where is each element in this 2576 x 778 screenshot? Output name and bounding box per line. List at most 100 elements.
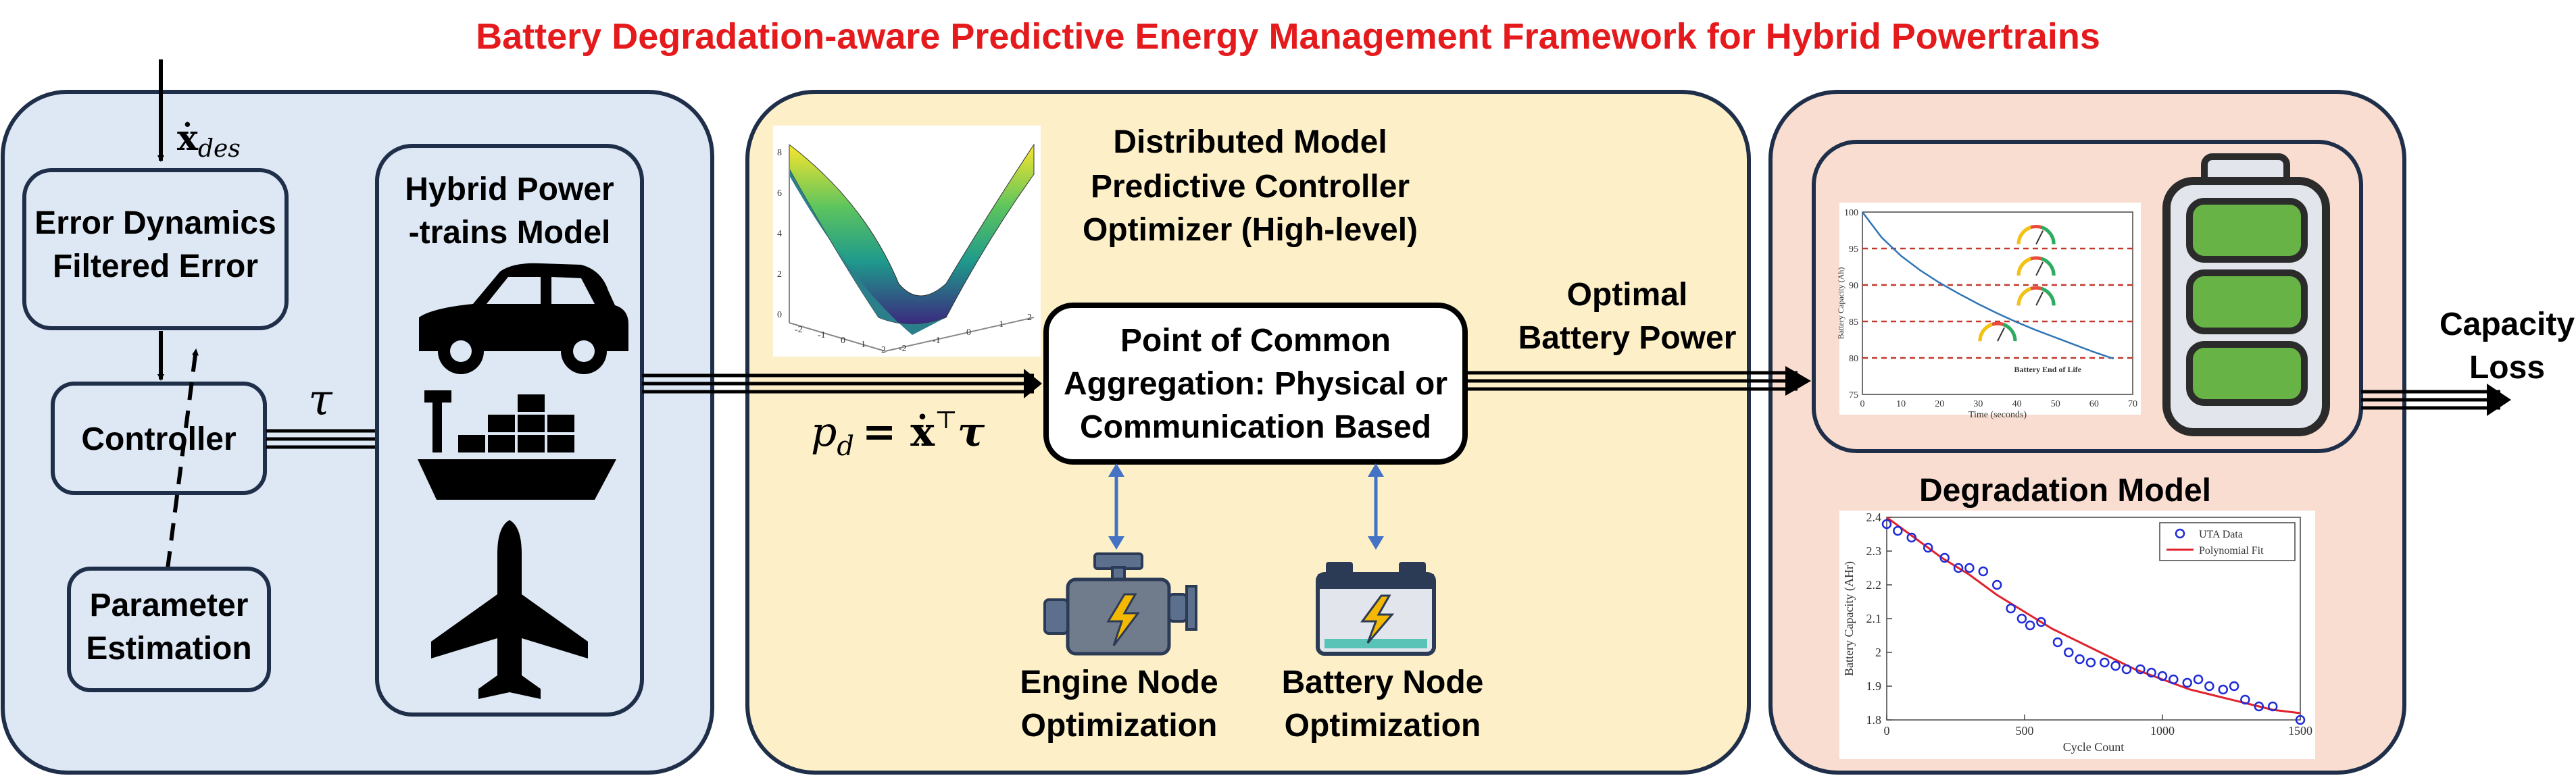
uta-data-point [2121, 664, 2132, 675]
dmpc-title-line1: Distributed Model [1113, 124, 1387, 160]
uta-data-point [1991, 579, 2002, 590]
surface-tick: -2 [795, 325, 803, 335]
uta-data-point [2052, 637, 2063, 648]
gauge-icon [2041, 226, 2056, 244]
surface-tick: 0 [777, 310, 782, 320]
uta-data-point [1906, 532, 1916, 543]
degradation-model-title: Degradation Model [1919, 473, 2211, 509]
chart1-xtick-label: 50 [2051, 399, 2060, 409]
optimal-power-line1: Optimal [1567, 277, 1688, 313]
uta-data-point [1978, 566, 1989, 577]
chart1-ytick-label: 85 [1849, 317, 1858, 328]
chart2-ytick-label: 2.2 [1866, 578, 1882, 592]
uta-data-point [2240, 694, 2250, 705]
uta-data-point [2025, 620, 2035, 631]
uta-data-point [2075, 654, 2085, 665]
desired-state-label: ẋdes [177, 118, 241, 163]
legend-label-fit: Polynomial Fit [2199, 545, 2264, 556]
surface-tick: 8 [777, 148, 782, 158]
chart2-xtick-label: 1000 [2150, 724, 2175, 737]
legend-marker-uta [2175, 528, 2185, 539]
uta-data-point [2157, 671, 2168, 681]
chart2-xlabel: Cycle Count [2063, 740, 2125, 754]
chart1-axes-frame [1862, 211, 2133, 395]
gauge-icon [2016, 226, 2032, 244]
degradation-chart: 1.8 1.9 2 2.1 2.2 2.3 2.4 0 500 1000 1500 Cycle Cou… [1839, 511, 2315, 759]
battery-link-arrow [1368, 463, 1384, 550]
legend-label-uta: UTA Data [2199, 529, 2243, 540]
uta-data-point [2064, 647, 2074, 658]
gauge-icon [2016, 257, 2032, 276]
capacity-loss-line1: Capacity [2439, 307, 2575, 342]
uta-data-point [1893, 525, 1903, 536]
pca-line3: Communication Based [1080, 409, 1431, 445]
capacity-loss-arrow [2361, 384, 2511, 416]
chart1-xlabel: Time (seconds) [1968, 410, 2027, 420]
error-dynamics-box[interactable] [22, 168, 289, 330]
hybrid-title-line2: -trains Model [409, 215, 611, 251]
chart1-xtick-label: 40 [2012, 399, 2022, 409]
chart2-ytick-label: 2.4 [1866, 511, 1882, 524]
chart1-xtick-label: 20 [1935, 399, 1944, 409]
surface-tick: 4 [777, 229, 782, 239]
chart1-ytick-label: 95 [1849, 244, 1858, 255]
left-panel: ẋdes Error Dynamics Filtered Error Contr… [1, 59, 1042, 775]
engine-node-line2: Optimization [1021, 708, 1218, 744]
surface-tick: 2 [777, 269, 782, 280]
capacity-loss-line2: Loss [2469, 350, 2545, 386]
estimation-label: Estimation [86, 631, 251, 667]
engine-link-arrow [1108, 463, 1124, 550]
chart1-ylabel: Battery Capacity (Ah) [1836, 267, 1846, 340]
chart2-xtick-label: 1500 [2288, 724, 2312, 737]
hybrid-title-line1: Hybrid Power [405, 172, 614, 207]
battery-node-line1: Battery Node [1282, 665, 1484, 700]
uta-data-point [2295, 715, 2306, 725]
battery-node-icon [1316, 562, 1436, 656]
parameter-feedback-arrow [166, 348, 199, 569]
chart1-xtick-label: 60 [2089, 399, 2099, 409]
uta-data-point [1953, 563, 1964, 573]
parameter-label: Parameter [90, 588, 249, 623]
chart1-xtick-label: 70 [2128, 399, 2137, 409]
chart2-xtick-label: 0 [1884, 724, 1890, 737]
gauge-needle [2035, 230, 2044, 244]
filtered-error-label: Filtered Error [53, 249, 258, 284]
uta-data-point [2229, 681, 2239, 692]
chart2-ytick-label: 2 [1875, 646, 1881, 659]
battery-node-line2: Optimization [1285, 708, 1481, 744]
gauge-needle [1997, 327, 2005, 342]
uta-data-point [2036, 617, 2046, 627]
gauge-needle [2035, 291, 2044, 306]
uta-data-point [2135, 664, 2146, 675]
page-title: Battery Degradation-aware Predictive Ene… [476, 16, 2100, 57]
chart2-xtick-label: 500 [2016, 724, 2034, 737]
uta-data-point [2085, 657, 2096, 668]
pca-line2: Aggregation: Physical or [1064, 366, 1447, 402]
pca-box[interactable] [1043, 303, 1468, 465]
uta-data-point [2110, 660, 2121, 671]
parameter-estimation-box[interactable] [67, 567, 271, 692]
chart1-ytick-label: 90 [1849, 281, 1858, 291]
surface-tick: 1 [861, 340, 866, 350]
chart2-ytick-label: 2.1 [1866, 612, 1882, 625]
dmpc-title-line2: Predictive Controller [1091, 169, 1410, 205]
chart1-ytick-label: 75 [1849, 390, 1858, 400]
uta-data-point [1939, 552, 1950, 563]
ship-icon [418, 390, 616, 500]
surface-tick: 2 [881, 345, 886, 355]
gauge-needle [2035, 261, 2044, 276]
surface-tick: -1 [933, 336, 941, 346]
chart2-ytick-label: 1.8 [1866, 713, 1882, 727]
controller-box[interactable] [51, 382, 267, 495]
surface-tick: 0 [966, 328, 971, 338]
pca-line1: Point of Common [1120, 323, 1391, 359]
car-icon [419, 263, 628, 374]
uta-data-point [2016, 613, 2027, 624]
airplane-icon [431, 520, 588, 699]
cost-surface-plot: 8 6 4 2 0 -2 -1 0 1 2 -2 -1 0 1 2 [773, 126, 1041, 357]
uta-data-point [2267, 701, 2278, 712]
surface-tick: 0 [841, 336, 845, 346]
chart2-ytick-label: 1.9 [1866, 679, 1882, 693]
chart1-series-line [1862, 211, 2114, 360]
